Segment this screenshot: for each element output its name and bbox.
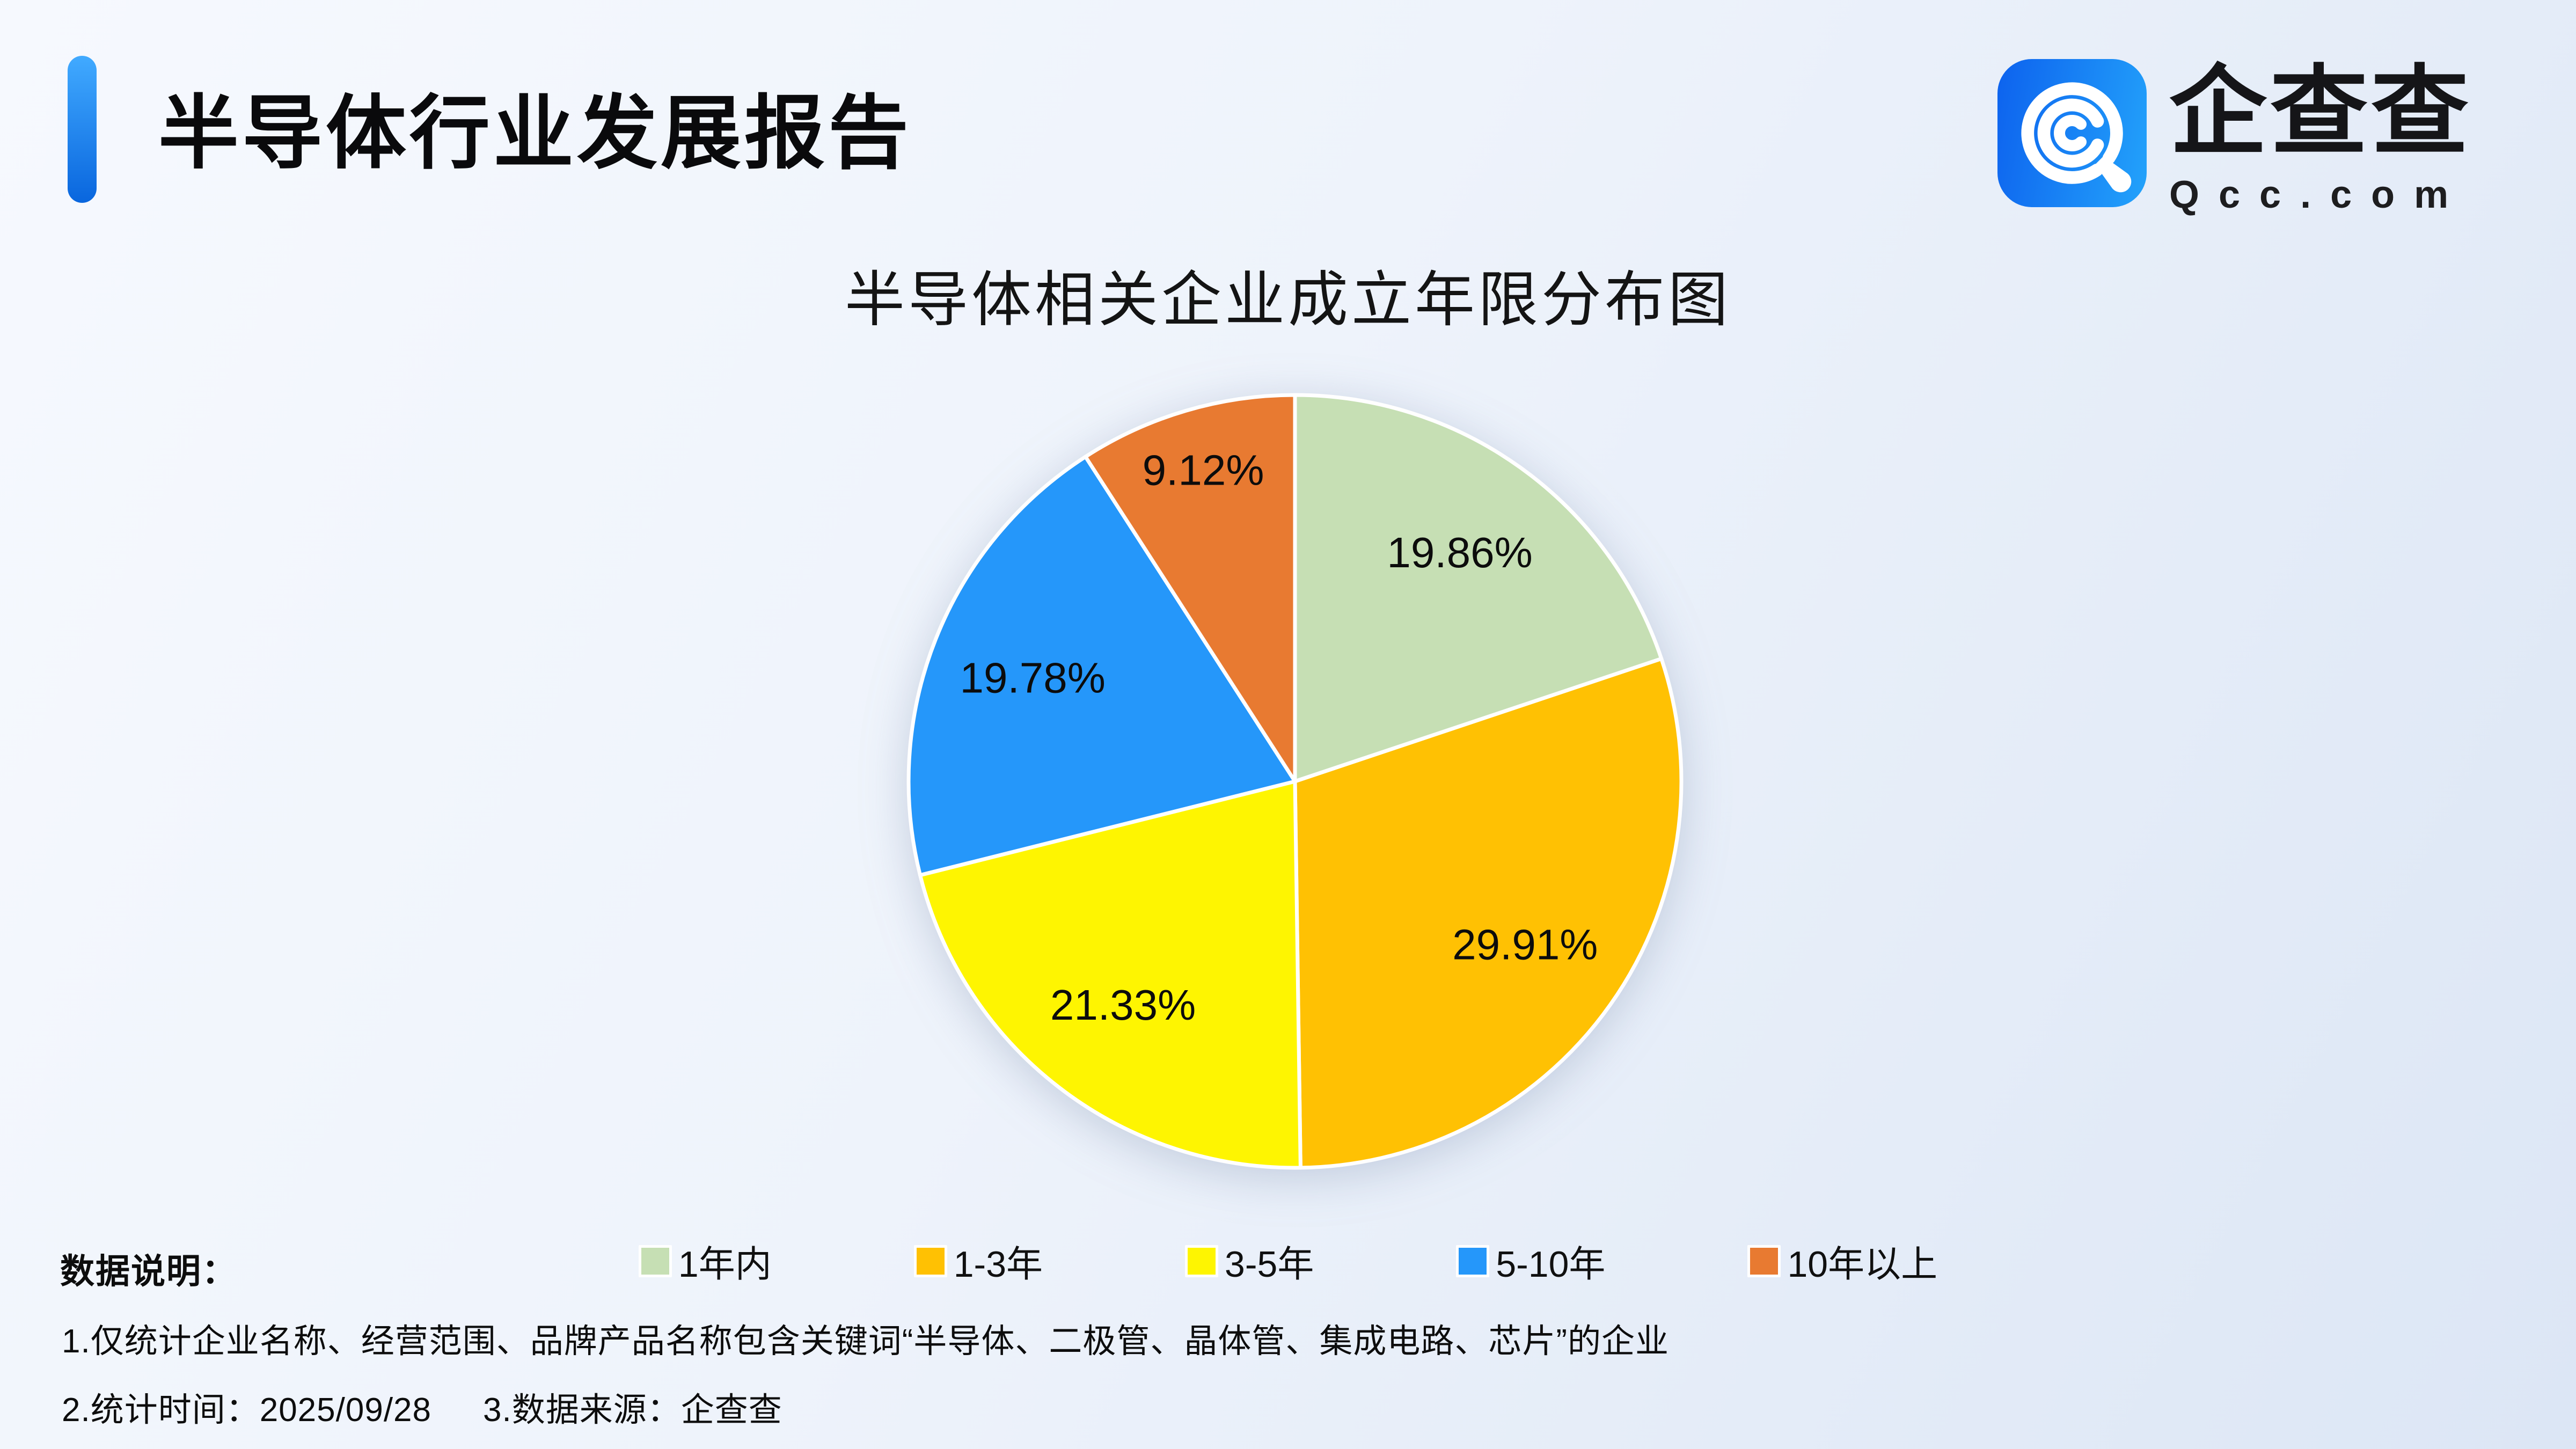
pie-label-1-3年: 29.91% (1452, 920, 1598, 968)
page-title: 半导体行业发展报告 (158, 88, 912, 178)
qcc-logo: 企查查 Qcc.com (1997, 59, 2472, 217)
legend-item-10年以上: 10年以上 (1747, 1234, 1937, 1287)
pie-label-1年内: 19.86% (1387, 529, 1532, 576)
pie-label-5-10年: 19.78% (960, 654, 1106, 701)
pie-label-3-5年: 21.33% (1050, 981, 1196, 1029)
legend-label-5-10年: 5-10年 (1496, 1244, 1606, 1285)
logo-site-text: Qcc.com (2169, 173, 2468, 216)
note-data-source: 3.数据来源：企查查 (483, 1392, 782, 1429)
logo-text: 企查查 Qcc.com (2169, 59, 2472, 217)
pie-slice-1年内 (1293, 393, 1664, 784)
pie-slice-5-10年 (906, 455, 1297, 877)
chart-title: 半导体相关企业成立年限分布图 (845, 266, 1731, 333)
title-accent-bar (68, 56, 97, 203)
pie-slice-1-3年 (1293, 656, 1684, 1170)
note-line-2: 2.统计时间：2025/09/28 3.数据来源：企查查 (62, 1382, 782, 1431)
legend-label-1年内: 1年内 (678, 1244, 772, 1285)
legend-item-1-3年: 1-3年 (913, 1234, 1043, 1287)
legend-item-1年内: 1年内 (638, 1234, 772, 1287)
chart-legend: 1年内 1-3年 3-5年 5-10年 10年以上 (0, 1234, 2576, 1287)
qcc-app-icon (1997, 59, 2147, 207)
legend-item-5-10年: 5-10年 (1456, 1234, 1605, 1287)
logo-brand-text: 企查查 (2169, 57, 2472, 166)
notes-heading: 数据说明： (60, 1252, 237, 1291)
qcc-magnifier-icon (2021, 82, 2132, 193)
legend-swatch-10年以上 (1747, 1245, 1781, 1277)
legend-label-10年以上: 10年以上 (1787, 1244, 1938, 1285)
pie-slice-3-5年 (918, 779, 1302, 1170)
pie-label-10年以上: 9.12% (1143, 446, 1264, 494)
pie-slice-10年以上 (1084, 393, 1297, 784)
legend-swatch-5-10年 (1456, 1245, 1490, 1277)
note-line-1: 1.仅统计企业名称、经营范围、品牌产品名称包含关键词“半导体、二极管、晶体管、集… (62, 1323, 1670, 1360)
legend-label-3-5年: 3-5年 (1225, 1244, 1314, 1285)
legend-label-1-3年: 1-3年 (953, 1244, 1043, 1285)
legend-swatch-3-5年 (1185, 1245, 1219, 1277)
legend-swatch-1年内 (638, 1245, 672, 1277)
pie-chart: 19.86% 29.91% 21.33% 19.78% 9.12% (906, 393, 1684, 1170)
legend-swatch-1-3年 (913, 1245, 947, 1277)
note-stat-time: 2.统计时间：2025/09/28 (62, 1392, 432, 1429)
legend-item-3-5年: 3-5年 (1185, 1234, 1314, 1287)
